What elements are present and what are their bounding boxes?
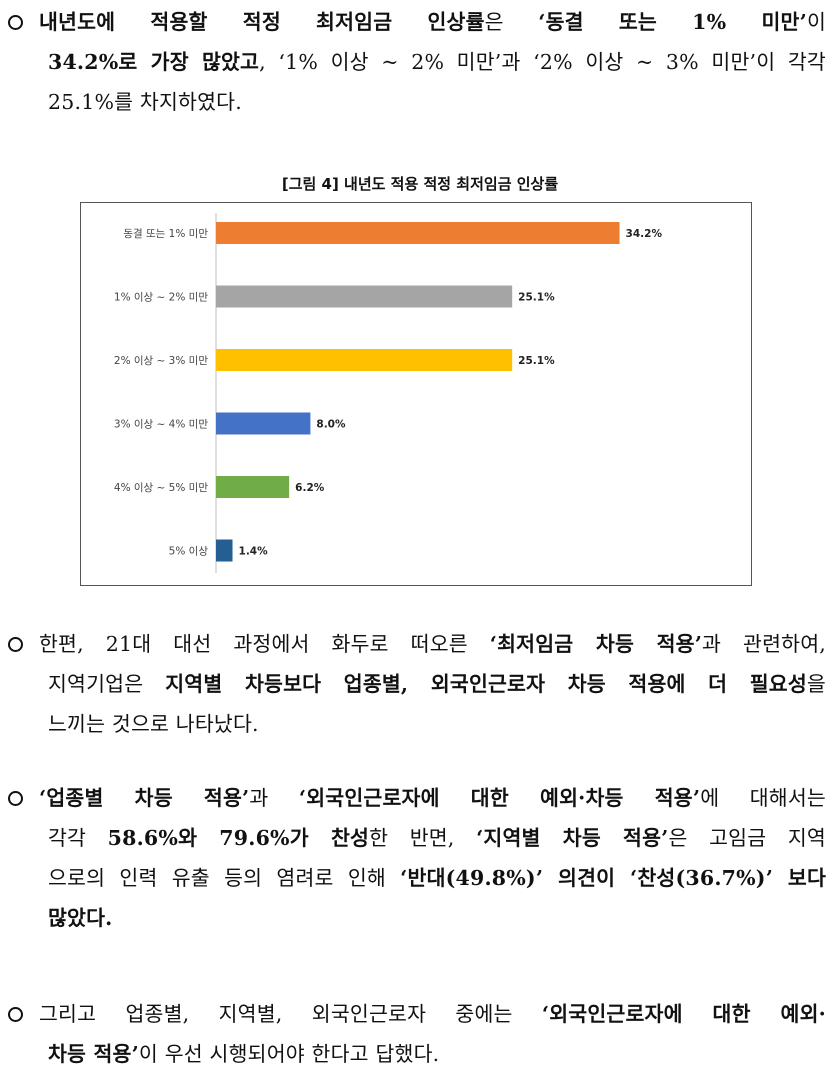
bold-text: 많았다. xyxy=(48,906,113,930)
category-label: 동결 또는 1% 미만 xyxy=(123,228,208,240)
category-label: 4% 이상 ~ 5% 미만 xyxy=(114,482,208,494)
paragraph-minimum-wage-rate: 내년도에 적용할 적정 최저임금 인상률은 ‘동결 또는 1% 미만’이 34.… xyxy=(8,2,826,122)
paragraph-line: 내년도에 적용할 적정 최저임금 인상률은 ‘동결 또는 1% 미만’이 xyxy=(8,2,826,42)
paragraph-line: 25.1%를 차지하였다. xyxy=(8,82,826,122)
paragraph-industry-foreign-worker: ‘업종별 차등 적용’과 ‘외국인근로자에 대한 예외·차등 적용’에 대해서는… xyxy=(8,778,826,938)
bold-text: ‘업종별 차등 적용’ xyxy=(39,786,250,810)
bold-text: 지역별 차등보다 업종별, 외국인근로자 차등 적용에 더 필요성 xyxy=(165,672,807,696)
text: 25.1%를 차지하였다. xyxy=(48,90,242,114)
paragraph-line: 그리고 업종별, 지역별, 외국인근로자 중에는 ‘외국인근로자에 대한 예외· xyxy=(8,994,826,1034)
text: 으로의 인력 유출 등의 염려로 인해 xyxy=(48,866,401,890)
paragraph-line: 으로의 인력 유출 등의 염려로 인해 ‘반대(49.8%)’ 의견이 ‘찬성(… xyxy=(8,858,826,898)
data-label: 25.1% xyxy=(518,355,555,367)
text: 한 반면, xyxy=(369,826,477,850)
bold-text: ‘반대(49.8%)’ 의견이 ‘찬성(36.7%)’ 보다 xyxy=(400,866,826,890)
paragraph-line: 느끼는 것으로 나타났다. xyxy=(8,704,826,744)
text: 을 xyxy=(806,672,826,696)
text: , ‘1% 이상 ~ 2% 미만’과 ‘2% 이상 ~ 3% 미만’이 각각 xyxy=(259,50,826,74)
bar-chart: 동결 또는 1% 미만 34.2% 1% 이상 ~ 2% 미만 25.1% 2% 이상 … xyxy=(80,202,752,586)
data-label: 34.2% xyxy=(626,228,663,240)
bar xyxy=(216,412,311,435)
bar xyxy=(216,285,513,308)
text: 느끼는 것으로 나타났다. xyxy=(48,712,259,736)
bold-text: 내년도에 적용할 적정 최저임금 인상률 xyxy=(39,10,485,34)
bar xyxy=(216,539,233,562)
bold-text: ‘지역별 차등 적용’ xyxy=(476,826,669,850)
data-label: 25.1% xyxy=(518,292,555,304)
text: 한편, 21대 대선 과정에서 화두로 떠오른 xyxy=(39,632,490,656)
paragraph-line: 각각 58.6%와 79.6%가 찬성한 반면, ‘지역별 차등 적용’은 고임… xyxy=(8,818,826,858)
paragraph-line: 많았다. xyxy=(8,898,826,938)
bold-text: 차등 적용’ xyxy=(48,1042,139,1066)
paragraph-line: 34.2%로 가장 많았고, ‘1% 이상 ~ 2% 미만’과 ‘2% 이상 ~… xyxy=(8,42,826,82)
bullet-circle-icon xyxy=(8,1006,23,1022)
text: 이 xyxy=(806,10,826,34)
category-label: 2% 이상 ~ 3% 미만 xyxy=(114,355,208,367)
bold-text: ‘동결 또는 1% 미만’ xyxy=(538,10,807,34)
data-label: 1.4% xyxy=(239,546,269,558)
text: 각각 xyxy=(48,826,108,850)
category-label: 3% 이상 ~ 4% 미만 xyxy=(114,419,208,431)
data-label: 8.0% xyxy=(316,419,346,431)
bold-text: ‘외국인근로자에 대한 예외·차등 적용’ xyxy=(298,786,701,810)
bold-text: 58.6%와 79.6%가 찬성 xyxy=(107,826,370,850)
text: 과 xyxy=(249,786,299,810)
paragraph-priority: 그리고 업종별, 지역별, 외국인근로자 중에는 ‘외국인근로자에 대한 예외·… xyxy=(8,994,826,1074)
bullet-circle-icon xyxy=(8,636,23,652)
text: 에 대해서는 xyxy=(700,786,826,810)
bullet-circle-icon xyxy=(8,790,23,806)
bar xyxy=(216,349,513,371)
paragraph-line: 지역기업은 지역별 차등보다 업종별, 외국인근로자 차등 적용에 더 필요성을 xyxy=(8,664,826,704)
text: 은 xyxy=(484,10,539,34)
bold-text: 34.2%로 가장 많았고 xyxy=(48,50,260,74)
text: 은 고임금 지역 xyxy=(668,826,826,850)
text: 지역기업은 xyxy=(48,672,166,696)
paragraph-line: 차등 적용’이 우선 시행되어야 한다고 답했다. xyxy=(8,1034,826,1074)
bold-text: ‘외국인근로자에 대한 예외· xyxy=(541,1002,826,1026)
chart-title: [그림 4] 내년도 적용 적정 최저임금 인상률 xyxy=(281,175,559,193)
category-label: 1% 이상 ~ 2% 미만 xyxy=(114,292,208,304)
bullet-circle-icon xyxy=(8,14,23,30)
bar xyxy=(216,222,620,244)
paragraph-line: 한편, 21대 대선 과정에서 화두로 떠오른 ‘최저임금 차등 적용’과 관련… xyxy=(8,624,826,664)
category-label: 5% 이상 xyxy=(169,546,209,558)
text: 과 관련하여, xyxy=(702,632,827,656)
bold-text: ‘최저임금 차등 적용’ xyxy=(489,632,703,656)
bar xyxy=(216,476,290,498)
data-label: 6.2% xyxy=(295,482,325,494)
text: 이 우선 시행되어야 한다고 답했다. xyxy=(138,1042,440,1066)
paragraph-line: ‘업종별 차등 적용’과 ‘외국인근로자에 대한 예외·차등 적용’에 대해서는 xyxy=(8,778,826,818)
paragraph-differential-application: 한편, 21대 대선 과정에서 화두로 떠오른 ‘최저임금 차등 적용’과 관련… xyxy=(8,624,826,744)
chart-canvas: 동결 또는 1% 미만 34.2% 1% 이상 ~ 2% 미만 25.1% 2% 이상 … xyxy=(114,213,663,573)
text: 그리고 업종별, 지역별, 외국인근로자 중에는 xyxy=(39,1002,542,1026)
